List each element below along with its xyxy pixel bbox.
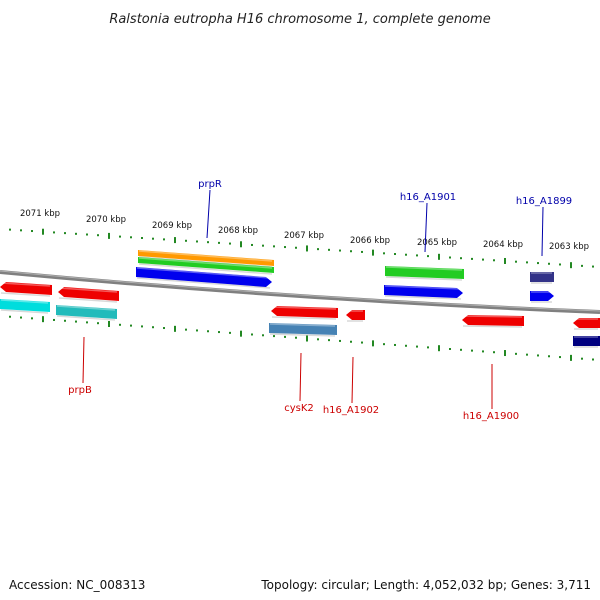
gene-feature [58,287,119,301]
gene-feature [530,291,554,301]
leader-line [424,202,428,253]
gene-feature [269,323,337,335]
accession-text: Accession: NC_008313 [9,578,146,592]
gene-feature [462,315,524,326]
gene-feature [136,267,272,287]
gene-feature [573,318,600,328]
leader-line [351,356,354,404]
map-title: Ralstonia eutropha H16 chromosome 1, com… [109,12,490,27]
gene-feature [138,257,274,273]
feature-track [0,250,600,348]
leader-line [82,336,85,384]
gene-label: cysK2 [284,403,314,414]
gene-feature [530,272,554,282]
tick-label: 2063 kbp [549,242,589,252]
gene-feature [271,306,338,318]
leader-line [206,189,211,239]
tick-track-inner [9,315,594,361]
gene-label: prpR [198,179,222,190]
gene-label: h16_A1901 [400,192,456,203]
leader-line [299,352,302,402]
tick-label: 2070 kbp [86,215,126,225]
summary-text: Topology: circular; Length: 4,052,032 bp… [261,578,591,592]
gene-feature [573,336,600,346]
tick-labels: 2071 kbp 2070 kbp 2069 kbp 2068 kbp 2067 kbp… [20,209,589,252]
tick-label: 2067 kbp [284,231,324,241]
tick-label: 2064 kbp [483,240,523,250]
gene-label: h16_A1900 [463,411,519,422]
gene-label: h16_A1902 [323,405,379,416]
leader-line [541,206,544,257]
backbone [0,270,600,314]
gene-feature [0,282,52,295]
gene-feature [385,266,464,279]
gene-labels: prpR h16_A1901 h16_A1899 prpB cysK2 h16_A1902… [68,179,572,422]
tick-track-outer [9,228,594,269]
gene-feature [384,285,463,298]
tick-label: 2068 kbp [218,226,258,236]
gene-feature [0,299,50,312]
tick-label: 2066 kbp [350,236,390,246]
gene-label: prpB [68,385,92,396]
gene-feature [138,250,274,266]
gene-label: h16_A1899 [516,196,572,207]
tick-label: 2065 kbp [417,238,457,248]
tick-label: 2071 kbp [20,209,60,219]
tick-label: 2069 kbp [152,221,192,231]
gene-feature [346,310,365,320]
gene-feature [56,305,117,319]
